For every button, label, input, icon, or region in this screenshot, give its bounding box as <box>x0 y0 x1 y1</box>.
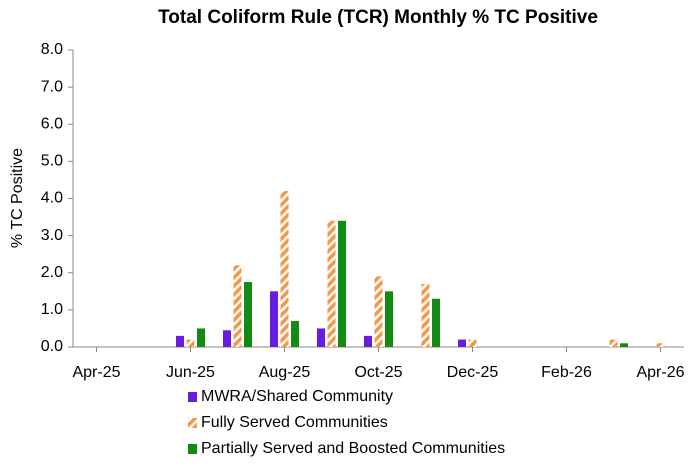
y-tick-label: 2.0 <box>41 264 63 281</box>
legend-label: MWRA/Shared Community <box>201 388 393 405</box>
bar <box>421 283 430 347</box>
bar <box>374 276 383 347</box>
bar <box>458 339 466 347</box>
bar <box>327 220 336 347</box>
x-tick-label: Apr-26 <box>636 364 684 381</box>
legend-swatch <box>188 392 197 402</box>
y-tick-label: 1.0 <box>41 301 63 318</box>
x-tick-label: Apr-25 <box>72 364 120 381</box>
y-tick-label: 5.0 <box>41 153 63 170</box>
legend-label: Fully Served Communities <box>201 414 388 431</box>
bar <box>244 282 252 347</box>
bar <box>280 191 289 347</box>
bar <box>176 335 184 347</box>
bar <box>197 328 205 347</box>
bar <box>291 321 299 347</box>
bar <box>233 265 242 347</box>
y-axis-label: % TC Positive <box>9 148 26 248</box>
legend-swatch <box>188 418 197 428</box>
x-tick-label: Aug-25 <box>259 364 311 381</box>
x-tick-label: Feb-26 <box>541 364 592 381</box>
y-tick-label: 8.0 <box>41 41 63 58</box>
x-tick-label: Oct-25 <box>354 364 402 381</box>
legend-label: Partially Served and Boosted Communities <box>201 440 505 457</box>
bar <box>223 330 231 347</box>
chart-title: Total Coliform Rule (TCR) Monthly % TC P… <box>158 7 598 28</box>
y-tick-label: 4.0 <box>41 190 63 207</box>
x-tick-label: Jun-25 <box>166 364 215 381</box>
bar <box>364 335 372 347</box>
legend-swatch <box>188 444 197 454</box>
bar <box>186 339 195 347</box>
y-tick-label: 0.0 <box>41 338 63 355</box>
bar <box>609 339 618 347</box>
x-tick-label: Dec-25 <box>447 364 499 381</box>
bar <box>338 220 346 347</box>
y-tick-label: 3.0 <box>41 227 63 244</box>
bar <box>468 339 477 347</box>
bar <box>432 298 440 347</box>
bar <box>317 328 325 347</box>
bar <box>385 291 393 347</box>
bar <box>270 291 278 347</box>
bar <box>656 343 665 347</box>
y-tick-label: 7.0 <box>41 78 63 95</box>
bar <box>620 343 628 347</box>
y-tick-label: 6.0 <box>41 115 63 132</box>
